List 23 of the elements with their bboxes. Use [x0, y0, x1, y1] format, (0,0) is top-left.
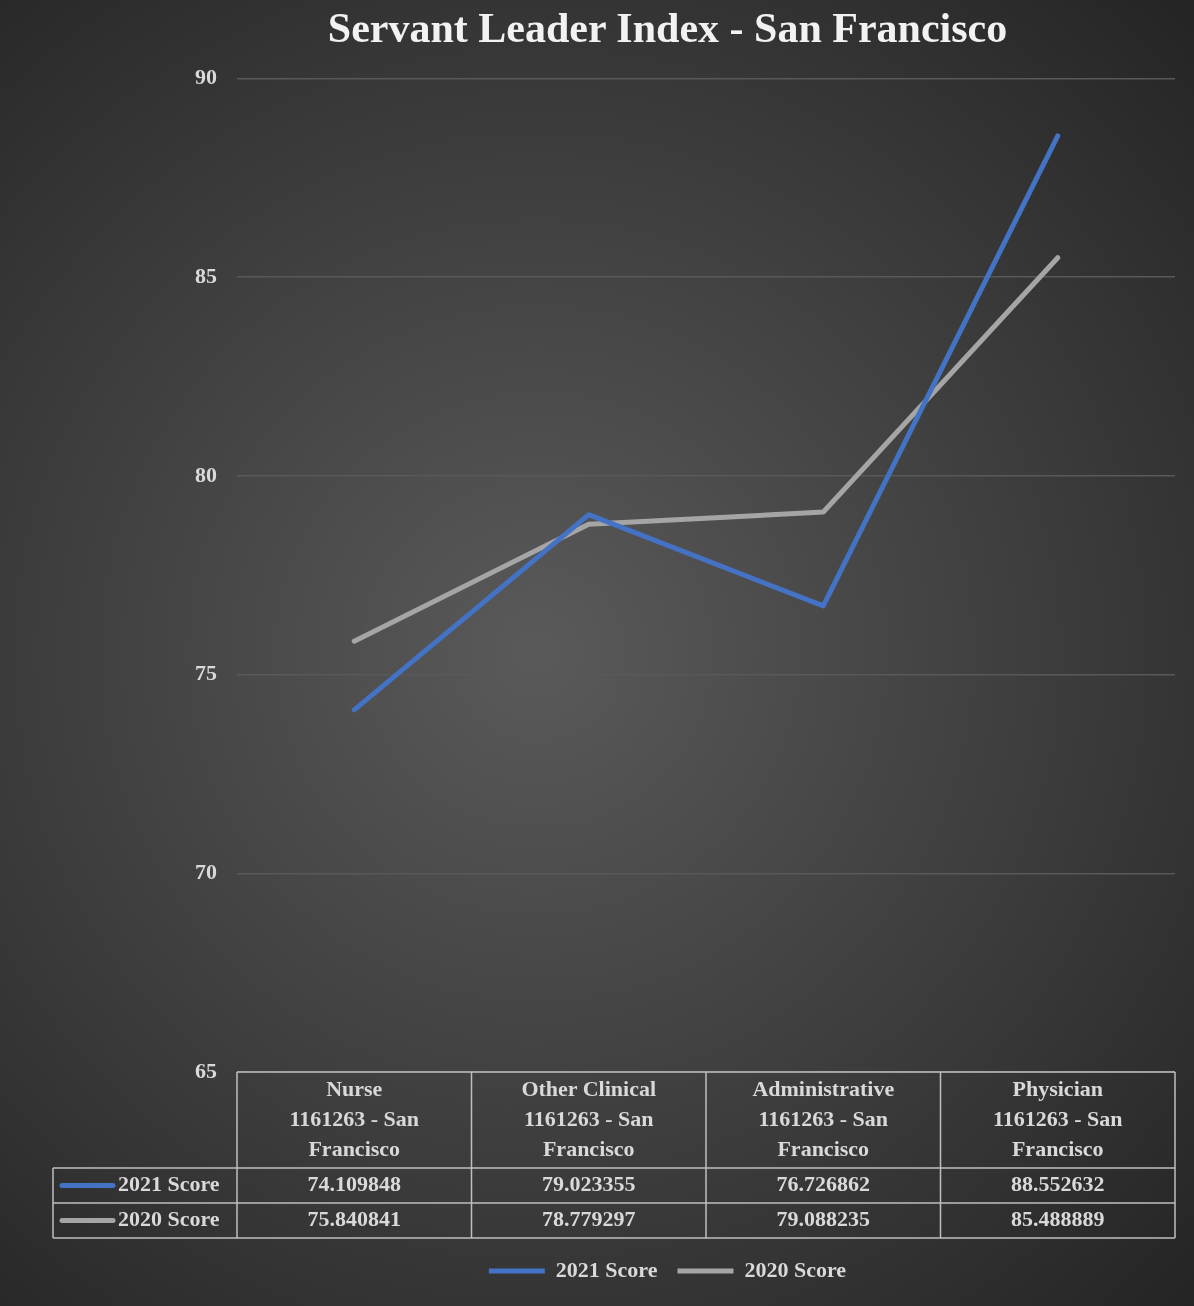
- y-tick-label: 65: [195, 1057, 217, 1083]
- y-tick-label: 85: [195, 262, 217, 288]
- legend-label: 2021 Score: [118, 1171, 220, 1197]
- data-label: 76.726862: [776, 1171, 870, 1197]
- legend-label: 2020 Score: [118, 1206, 220, 1232]
- x-tick-label: Nurse 1161263 - San Francisco: [289, 1075, 420, 1161]
- chart-title: Servant Leader Index - San Francisco: [327, 5, 1008, 52]
- x-tick-label: Physician 1161263 - San Francisco: [992, 1075, 1123, 1161]
- y-tick-label: 70: [195, 858, 217, 884]
- y-tick-label: 75: [195, 660, 217, 686]
- x-tick-label: Administrative 1161263 - San Francisco: [752, 1075, 895, 1161]
- data-label: 85.488889: [1011, 1206, 1105, 1232]
- y-tick-label: 80: [195, 461, 217, 487]
- data-label: 75.840841: [307, 1206, 401, 1232]
- data-label: 79.023355: [542, 1171, 636, 1197]
- data-label: 74.109848: [307, 1171, 401, 1197]
- data-label: 78.779297: [542, 1206, 636, 1232]
- data-label: 88.552632: [1011, 1171, 1105, 1197]
- text: 2021 Score: [555, 1256, 658, 1282]
- text: 2020 Score: [744, 1256, 847, 1282]
- y-tick-label: 90: [195, 64, 217, 90]
- x-tick-label: Other Clinical 1161263 - San Francisco: [521, 1075, 657, 1161]
- data-label: 79.088235: [776, 1206, 870, 1232]
